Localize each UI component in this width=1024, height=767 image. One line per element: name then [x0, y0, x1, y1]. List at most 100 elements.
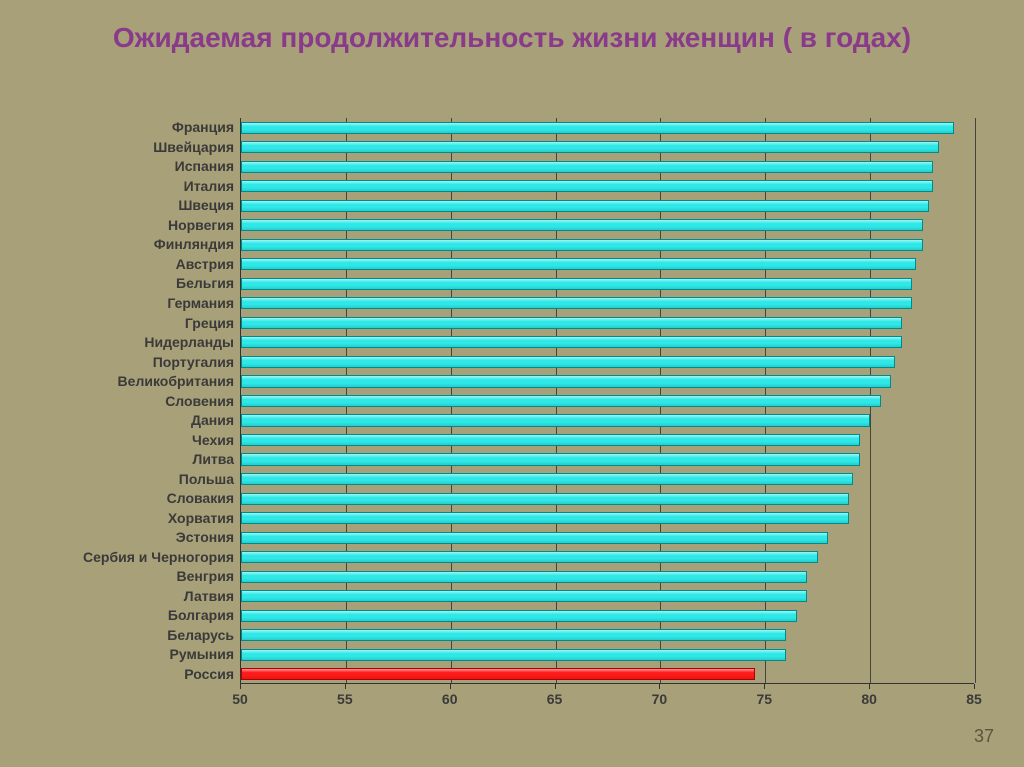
bar-row — [241, 352, 974, 372]
x-axis: 5055606570758085 — [240, 684, 974, 710]
x-tick-label: 70 — [652, 691, 668, 707]
y-label: Франция — [172, 119, 234, 136]
bar-row — [241, 255, 974, 275]
y-label: Сербия и Черногория — [83, 549, 234, 566]
bar-row — [241, 138, 974, 158]
bar — [241, 414, 870, 426]
bar-row — [241, 547, 974, 567]
bar — [241, 180, 933, 192]
bars-container — [241, 118, 974, 683]
plot-area — [240, 118, 974, 684]
slide-canvas: Ожидаемая продолжительность жизни женщин… — [0, 0, 1024, 767]
y-label: Португалия — [153, 354, 234, 371]
y-label: Италия — [184, 178, 234, 195]
bar — [241, 590, 807, 602]
y-label: Греция — [185, 315, 234, 332]
bar — [241, 200, 929, 212]
bar — [241, 434, 860, 446]
y-label: Хорватия — [168, 510, 234, 527]
bar-row — [241, 586, 974, 606]
bar — [241, 551, 818, 563]
y-label: Словакия — [167, 490, 234, 507]
y-label: Австрия — [176, 256, 234, 273]
bar-row — [241, 391, 974, 411]
x-tick-label: 65 — [547, 691, 563, 707]
y-label: Дания — [191, 412, 234, 429]
x-tick — [450, 684, 451, 689]
bar-row — [241, 469, 974, 489]
chart-title: Ожидаемая продолжительность жизни женщин… — [0, 22, 1024, 54]
x-tick — [555, 684, 556, 689]
bar — [241, 629, 786, 641]
y-label: Бельгия — [176, 275, 234, 292]
bar — [241, 512, 849, 524]
bar-row — [241, 177, 974, 197]
bar — [241, 161, 933, 173]
y-label: Испания — [175, 158, 234, 175]
x-tick — [659, 684, 660, 689]
bar — [241, 610, 797, 622]
y-label: Латвия — [184, 588, 234, 605]
x-tick — [240, 684, 241, 689]
bar-row — [241, 528, 974, 548]
bar-row — [241, 508, 974, 528]
bar-row — [241, 118, 974, 138]
x-tick-label: 75 — [756, 691, 772, 707]
bar — [241, 219, 923, 231]
y-label: Нидерланды — [144, 334, 234, 351]
bar — [241, 297, 912, 309]
y-label: Швеция — [178, 197, 234, 214]
y-label: Болгария — [168, 607, 234, 624]
bar — [241, 258, 916, 270]
bar-highlight — [241, 668, 755, 680]
y-label: Эстония — [176, 529, 234, 546]
bar-row — [241, 235, 974, 255]
y-label: Словения — [165, 393, 234, 410]
y-label: Германия — [167, 295, 234, 312]
bar — [241, 395, 881, 407]
x-tick-label: 80 — [861, 691, 877, 707]
y-label: Финляндия — [154, 236, 234, 253]
x-tick — [764, 684, 765, 689]
bar-row — [241, 411, 974, 431]
y-label: Норвегия — [168, 217, 234, 234]
x-tick-label: 85 — [966, 691, 982, 707]
bar — [241, 278, 912, 290]
y-label: Швейцария — [153, 139, 234, 156]
bar-row — [241, 450, 974, 470]
bar-row — [241, 430, 974, 450]
bar — [241, 532, 828, 544]
bar — [241, 453, 860, 465]
x-tick-label: 60 — [442, 691, 458, 707]
bar — [241, 317, 902, 329]
bar-row — [241, 625, 974, 645]
bar — [241, 375, 891, 387]
bar — [241, 571, 807, 583]
bar — [241, 122, 954, 134]
bar — [241, 356, 895, 368]
bar-row — [241, 274, 974, 294]
bar — [241, 141, 939, 153]
x-tick — [869, 684, 870, 689]
bar-row — [241, 157, 974, 177]
y-label: Польша — [179, 471, 234, 488]
y-label: Россия — [184, 666, 234, 683]
bar — [241, 473, 853, 485]
bar-row — [241, 372, 974, 392]
gridline — [975, 118, 976, 683]
bar-row — [241, 567, 974, 587]
y-label: Великобритания — [118, 373, 234, 390]
y-axis-labels: Франция Швейцария Испания Италия Швеция Норве… — [40, 112, 234, 710]
y-label: Литва — [193, 451, 235, 468]
bar-row — [241, 294, 974, 314]
bar-row — [241, 645, 974, 665]
slide-number: 37 — [974, 726, 994, 747]
bar — [241, 649, 786, 661]
bar-row — [241, 196, 974, 216]
y-label: Беларусь — [167, 627, 234, 644]
bar-row — [241, 664, 974, 684]
y-label: Румыния — [170, 646, 234, 663]
bar — [241, 336, 902, 348]
chart-area: Франция Швейцария Испания Италия Швеция Норве… — [40, 112, 984, 710]
bar — [241, 239, 923, 251]
